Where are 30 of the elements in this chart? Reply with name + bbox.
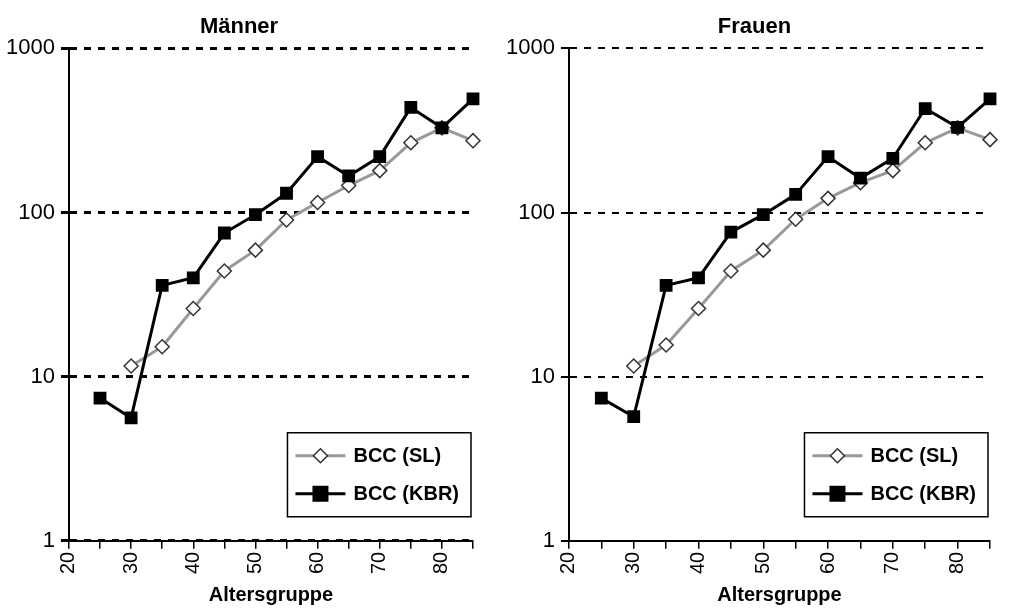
x-axis-title: Altersgruppe (208, 582, 334, 605)
x-tick-label: 60 (815, 551, 838, 574)
legend-label: BCC (SL) (353, 444, 442, 467)
legend-label: BCC (KBR) (353, 482, 460, 505)
y-tick-label: 1 (42, 526, 55, 552)
y-tick-label: 1000 (5, 34, 55, 60)
chart-title: Männer (199, 13, 279, 39)
x-tick-label: 70 (367, 551, 390, 574)
x-tick-label: 80 (945, 551, 968, 574)
y-tick-label: 100 (518, 198, 555, 224)
x-tick-label: 50 (242, 551, 265, 574)
legend-label: BCC (SL) (870, 444, 959, 467)
x-tick-label: 30 (118, 551, 141, 574)
x-tick-label: 40 (180, 551, 203, 574)
x-tick-label: 40 (686, 551, 709, 574)
y-tick-label: 1000 (505, 34, 555, 60)
x-tick-label: 80 (429, 551, 452, 574)
y-tick-label: 10 (530, 362, 555, 388)
x-tick-label: 30 (621, 551, 644, 574)
legend-label: BCC (KBR) (870, 482, 977, 505)
x-tick-label: 20 (556, 551, 579, 574)
y-tick-label: 10 (30, 362, 55, 388)
y-tick-label: 100 (18, 198, 55, 224)
x-axis-title: Altersgruppe (717, 582, 842, 605)
x-tick-label: 60 (305, 551, 328, 574)
x-tick-label: 20 (56, 551, 79, 574)
chart-title: Frauen (717, 13, 792, 39)
x-tick-label: 50 (750, 551, 773, 574)
x-tick-label: 70 (880, 551, 903, 574)
y-tick-label: 1 (542, 526, 555, 552)
